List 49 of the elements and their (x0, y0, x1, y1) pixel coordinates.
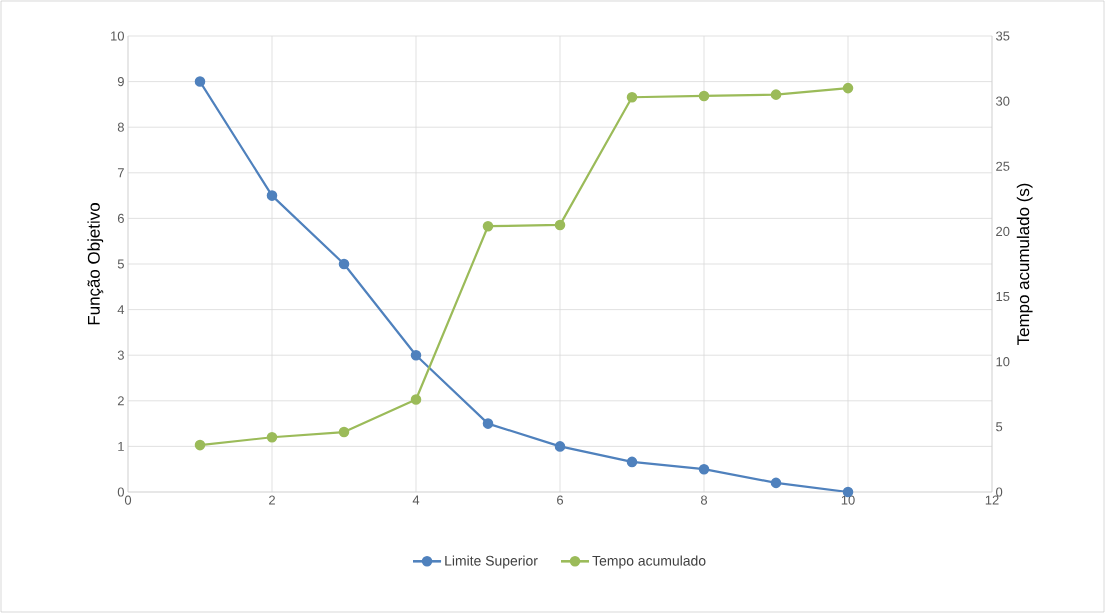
y-tick-label: 8 (117, 122, 124, 132)
y-tick-label: 1 (118, 441, 124, 451)
point (338, 426, 350, 438)
point (842, 82, 854, 94)
y2-tick-label: 30 (996, 96, 1010, 106)
point (698, 463, 710, 475)
x-tick-label: 0 (124, 495, 132, 505)
x-tick-label: 6 (557, 495, 564, 505)
point (770, 477, 782, 489)
point (770, 89, 782, 100)
x-tick-label: 10 (841, 495, 855, 505)
point (626, 91, 638, 103)
point (410, 349, 422, 361)
y-tick-label: 10 (111, 31, 124, 41)
y2-tick-label: 15 (996, 292, 1010, 302)
point (554, 219, 566, 231)
legend-label: Tempo acumulado (592, 555, 706, 569)
y-tick-label: 7 (117, 168, 124, 178)
y2-tick-label: 10 (996, 357, 1010, 367)
y-tick-label: 3 (117, 350, 124, 360)
y2-tick-label: 20 (996, 226, 1010, 237)
point (410, 394, 422, 405)
y-axis-title: Função Objetivo (87, 203, 104, 325)
point (194, 439, 206, 451)
point (698, 90, 710, 102)
y2-tick-label: 5 (996, 422, 1003, 432)
y2-axis-title: Tempo acumulado (s) (1016, 183, 1033, 346)
y-tick-label: 4 (117, 305, 125, 315)
x-tick-label: 8 (700, 495, 708, 505)
point (266, 431, 278, 443)
point (482, 418, 494, 429)
point (482, 220, 494, 232)
point (194, 76, 206, 87)
y2-tick-label: 25 (996, 161, 1010, 171)
y-tick-label: 6 (117, 213, 124, 223)
y2-tick-label: 35 (996, 31, 1010, 41)
point (554, 441, 566, 452)
point (626, 456, 638, 468)
x-tick-label: 12 (985, 495, 999, 505)
legend-label: Limite Superior (445, 555, 538, 569)
y-tick-label: 0 (117, 487, 124, 497)
point (338, 258, 350, 270)
y-tick-label: 9 (117, 77, 124, 87)
y-tick-label: 2 (117, 396, 124, 406)
y2-tick-label: 0 (996, 487, 1003, 497)
x-tick-label: 2 (269, 495, 275, 505)
point (266, 190, 278, 201)
y-tick-label: 5 (117, 259, 124, 269)
x-tick-label: 4 (412, 495, 420, 505)
